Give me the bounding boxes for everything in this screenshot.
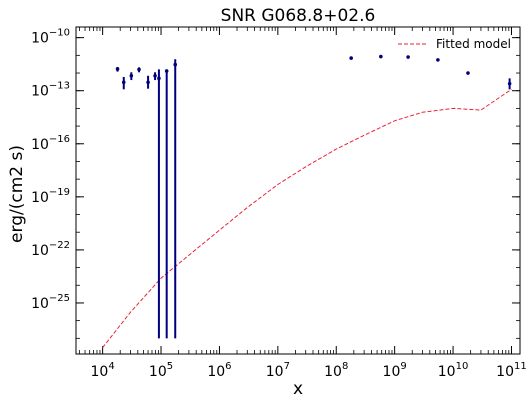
data-point (121, 80, 126, 85)
x-tick-label: 104 (91, 361, 115, 380)
fitted-model-line (102, 88, 512, 348)
y-tick-label: 10−10 (31, 28, 70, 47)
data-point (466, 71, 470, 75)
y-tick-label: 10−16 (31, 134, 70, 153)
legend-label: Fitted model (436, 37, 511, 51)
data-point (157, 76, 161, 81)
y-tick-label: 10−25 (31, 293, 70, 312)
y-tick-label: 10−22 (31, 240, 70, 259)
y-tick-label: 10−13 (31, 81, 70, 100)
plot-area: 104 105 106 107 108 109 1010 1011 10−10 10−13 10−1… (31, 26, 527, 380)
x-tick-label: 107 (266, 361, 290, 380)
data-point (129, 73, 134, 78)
data-point (507, 81, 512, 86)
data-point (436, 58, 440, 62)
y-axis-label: erg/(cm2 s) (7, 145, 27, 243)
data-point (115, 67, 120, 71)
data-point (164, 69, 169, 73)
plot-frame (75, 26, 521, 355)
data-point (137, 67, 141, 72)
data-point (173, 62, 178, 67)
data-point (153, 73, 157, 78)
x-tick-label: 1011 (496, 361, 527, 380)
data-point (146, 80, 150, 85)
x-tick-label: 1010 (438, 361, 469, 380)
chart-title: SNR G068.8+02.6 (221, 6, 376, 26)
data-point (349, 56, 353, 60)
x-axis-label: x (293, 379, 303, 399)
x-tick-label: 109 (383, 361, 407, 380)
x-tick-label: 106 (207, 361, 231, 380)
data-point (379, 54, 383, 59)
data-point (406, 55, 410, 59)
x-tick-label: 105 (149, 361, 173, 380)
y-tick-label: 10−19 (31, 187, 70, 206)
x-tick-label: 108 (324, 361, 348, 380)
